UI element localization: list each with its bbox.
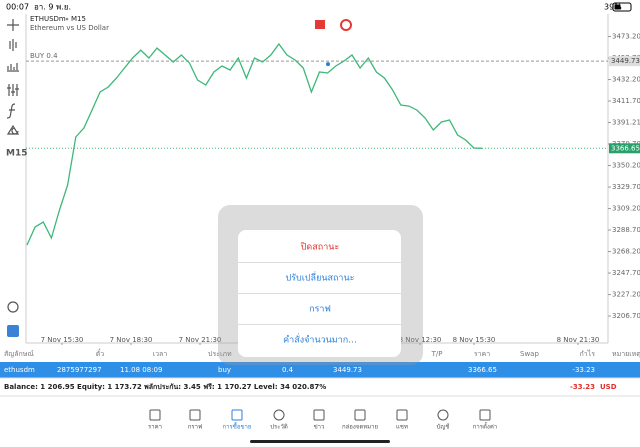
tab-icon[interactable]	[437, 409, 449, 421]
bars-icon[interactable]	[7, 63, 19, 72]
trade-marker	[326, 62, 330, 67]
tab-label[interactable]: ประวัติ	[270, 424, 288, 431]
x-tick-label: 7 Nov 18:30	[110, 336, 153, 344]
y-tick-label: 3432.20	[612, 76, 640, 84]
objects-icon[interactable]	[6, 124, 20, 135]
tab-icon[interactable]	[231, 409, 243, 421]
y-tick-label: 3288.70	[612, 226, 640, 234]
popup-item[interactable]: ปรับเปลี่ยนสถานะ	[286, 271, 355, 284]
tab-icon[interactable]	[149, 409, 161, 421]
tab-label[interactable]: กราฟ	[188, 424, 202, 431]
tab-icon[interactable]	[189, 409, 201, 421]
y-tick-label: 3206.70	[612, 312, 640, 320]
signal-icon[interactable]	[340, 19, 352, 31]
y-tick-label: 3411.70	[612, 97, 640, 105]
cell: ethusdm	[4, 366, 35, 374]
cell: 11.08 08:09	[120, 366, 162, 374]
popup-item[interactable]: ปิดสถานะ	[301, 242, 340, 253]
cell: 3449.73	[333, 366, 362, 374]
y-tick-label: 3247.70	[612, 269, 640, 277]
y-tick-label: 3350.20	[612, 162, 640, 170]
y-tick-label: 3268.20	[612, 248, 640, 256]
tab-label[interactable]: การซื้อขาย	[223, 421, 252, 431]
order-label: BUY 0.4	[30, 52, 58, 60]
timeframe: M15	[71, 15, 86, 23]
y-tick-label: 3473.20	[612, 33, 640, 41]
popup-item[interactable]: กราฟ	[309, 305, 331, 315]
description: Ethereum vs US Dollar	[30, 24, 109, 32]
x-tick-label: 8 Nov 15:30	[453, 336, 496, 344]
function-icon[interactable]	[6, 103, 16, 119]
popup-item[interactable]: คำสั่งจำนวนมาก...	[283, 333, 357, 346]
battery-icon	[612, 2, 632, 12]
column-header: Swap	[520, 350, 539, 358]
summary: Balance: 1 206.95 Equity: 1 173.72 พลักป…	[4, 383, 326, 391]
bid-price: 3366.65	[611, 144, 640, 152]
app-icon[interactable]	[7, 325, 19, 337]
x-tick-label: 7 Nov 21:30	[179, 336, 222, 344]
crosshair-icon[interactable]	[7, 19, 19, 31]
x-tick-label: 8 Nov 12:30	[399, 336, 442, 344]
date: อา. 9 พ.ย.	[34, 3, 71, 12]
y-tick-label: 3391.21	[612, 119, 640, 127]
tab-icon[interactable]	[313, 409, 325, 421]
symbol: ETHUSDm	[30, 15, 66, 23]
tab-label[interactable]: กล่องจดหมาย	[342, 424, 378, 431]
tab-label[interactable]: แชท	[396, 424, 408, 431]
tab-label[interactable]: ข่าว	[314, 424, 325, 431]
column-header: ตั๋ว	[96, 349, 105, 358]
indicators-icon[interactable]	[7, 84, 19, 96]
order-price-box	[609, 56, 640, 67]
tab-label[interactable]: ราคา	[148, 424, 162, 431]
cell: 0.4	[282, 366, 294, 374]
column-header: ราคา	[474, 350, 490, 358]
tab-icon[interactable]	[273, 409, 285, 421]
currency: USD	[600, 383, 617, 391]
y-tick-label: 3329.70	[612, 183, 640, 191]
home-indicator	[250, 440, 390, 443]
order-price: 3449.73	[611, 57, 640, 65]
battery-level	[614, 4, 621, 10]
time: 00:07	[6, 3, 29, 12]
cell: 3366.65	[468, 366, 497, 374]
tab-icon[interactable]	[354, 409, 366, 421]
tab-label[interactable]: การตั้งค่า	[473, 421, 497, 431]
tab-icon[interactable]	[479, 409, 491, 421]
bid-price-box	[609, 143, 640, 154]
tab-icon[interactable]	[396, 409, 408, 421]
x-tick-label: 7 Nov 15:30	[41, 336, 84, 344]
row-selected[interactable]	[0, 362, 640, 378]
separator-dot	[65, 17, 69, 21]
cell: buy	[218, 366, 231, 374]
history-icon[interactable]	[7, 301, 19, 313]
x-tick-label: 8 Nov 21:30	[557, 336, 600, 344]
price-line	[26, 42, 483, 246]
tab-label[interactable]: บัญชี	[437, 423, 450, 431]
timeframe-badge: M15	[6, 149, 27, 159]
column-header: กำไร	[580, 349, 596, 358]
y-tick-label: 3227.20	[612, 291, 640, 299]
cell: -33.23	[572, 366, 595, 374]
column-header: สัญลักษณ์	[4, 350, 34, 358]
column-header: เวลา	[153, 350, 168, 358]
column-header: หมายเหตุ	[612, 350, 640, 358]
candles-icon[interactable]	[9, 39, 17, 51]
y-tick-label: 3309.20	[612, 205, 640, 213]
column-header: ประเภท	[208, 350, 232, 358]
cell: 2875977297	[57, 366, 102, 374]
column-header: T/P	[431, 350, 443, 358]
total: -33.23	[570, 383, 595, 391]
flag-icon[interactable]	[315, 20, 325, 29]
toolbar	[6, 19, 20, 313]
